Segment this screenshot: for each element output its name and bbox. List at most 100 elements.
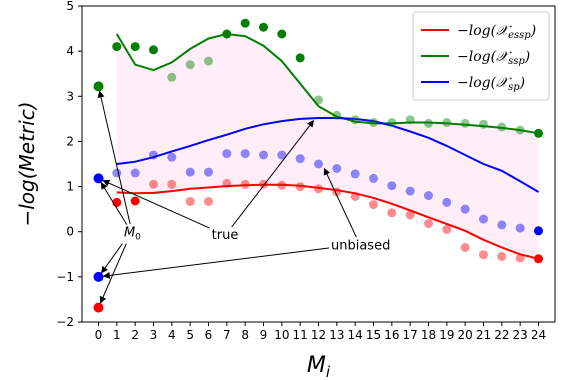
y-tick-label--2: −2 — [56, 315, 74, 329]
series-points-layer — [93, 18, 543, 313]
series-1-point-24 — [534, 128, 543, 138]
x-tick-label-13: 13 — [329, 328, 344, 342]
annotation-2-arrow-1 — [323, 167, 357, 238]
x-tick-label-4: 4 — [168, 328, 176, 342]
series-2-point-5 — [185, 167, 195, 177]
x-tick-label-16: 16 — [384, 328, 399, 342]
series-0-point-8 — [240, 179, 250, 189]
series-2-point-18 — [424, 191, 433, 201]
series-2-point-22 — [497, 220, 507, 230]
series-2-point-21 — [479, 214, 488, 224]
y-tick-label-5: 5 — [66, 0, 74, 13]
series-2-point-2 — [130, 168, 140, 178]
series-0-point-3 — [149, 179, 158, 189]
x-tick-label-24: 24 — [531, 328, 546, 342]
series-0-point-7 — [222, 178, 232, 188]
series-1-point-0 — [93, 81, 104, 92]
x-tick-label-22: 22 — [494, 328, 509, 342]
series-0-point-2 — [130, 196, 140, 206]
series-2-point-7 — [222, 149, 232, 159]
series-1-point-4 — [167, 72, 177, 82]
y-tick-label--1: −1 — [56, 270, 74, 284]
series-2-point-8 — [240, 149, 250, 159]
series-0-point-19 — [442, 225, 452, 234]
x-tick-label-1: 1 — [113, 328, 121, 342]
x-tick-label-17: 17 — [403, 328, 418, 342]
series-0-point-20 — [460, 243, 470, 252]
series-1-point-12 — [314, 95, 323, 105]
series-2-point-23 — [515, 223, 525, 233]
series-2-point-1 — [112, 168, 122, 178]
annotation-0-arrow-1 — [100, 182, 128, 226]
series-line-2 — [116, 117, 540, 193]
series-1-point-3 — [149, 45, 158, 55]
series-0-point-0 — [93, 302, 104, 313]
series-1-point-7 — [222, 29, 232, 39]
series-1-point-11 — [295, 53, 305, 63]
annotation-1-arrow-1 — [230, 119, 315, 229]
series-0-point-11 — [295, 182, 305, 192]
series-0-point-10 — [277, 180, 287, 190]
series-2-point-0 — [93, 173, 104, 184]
annotation-2-bg — [328, 237, 393, 255]
series-0-point-22 — [497, 252, 507, 261]
series-1-point-19 — [442, 118, 452, 127]
series-0-point-14 — [350, 192, 360, 201]
annotation-2-label: unbiased — [331, 238, 390, 253]
series-2-point-16 — [387, 181, 397, 191]
series-0-point-17 — [405, 210, 415, 220]
x-tick-label-11: 11 — [293, 328, 308, 342]
series-2-point-4 — [167, 152, 177, 162]
annotation-1-label: true — [212, 228, 239, 243]
legend-box — [412, 11, 550, 101]
series-0-point-5 — [185, 197, 195, 206]
x-tick-label-23: 23 — [513, 328, 528, 342]
series-1-point-16 — [387, 118, 397, 127]
series-1-point-21 — [479, 119, 488, 129]
series-0-point-4 — [167, 179, 177, 189]
series-1-point-18 — [424, 118, 433, 128]
x-tick-label-8: 8 — [241, 328, 249, 342]
series-lines-layer — [115, 32, 540, 260]
shaded-region — [116, 34, 539, 259]
series-2-point-6 — [204, 167, 213, 177]
x-tick-label-5: 5 — [186, 328, 194, 342]
x-tick-label-7: 7 — [223, 328, 231, 342]
x-axis-title: Mi — [307, 353, 331, 380]
series-0-point-15 — [369, 200, 378, 210]
annotation-0-arrow-2 — [101, 237, 127, 274]
legend-label-2: −log(𝒳sp) — [457, 75, 525, 93]
annotation-1-arrow-0 — [102, 179, 217, 232]
series-2-point-13 — [332, 164, 342, 173]
annotation-0-arrow-0 — [97, 90, 131, 225]
series-1-point-6 — [204, 56, 213, 66]
series-1-point-14 — [350, 115, 360, 125]
series-2-point-20 — [460, 204, 470, 214]
series-2-point-3 — [149, 150, 158, 160]
series-1-point-9 — [259, 22, 268, 32]
series-0-point-12 — [314, 184, 323, 194]
y-tick-label-1: 1 — [66, 180, 74, 194]
y-axis-title: −log(Metric) — [15, 101, 39, 226]
shaded-region-layer — [116, 34, 539, 259]
x-tick-label-9: 9 — [260, 328, 268, 342]
x-tick-label-6: 6 — [205, 328, 213, 342]
annotation-1-bg — [209, 226, 241, 244]
series-0-point-18 — [424, 219, 433, 229]
series-2-point-19 — [442, 197, 452, 207]
y-tick-label-3: 3 — [66, 89, 74, 103]
legend: −log(𝒳essp) −log(𝒳ssp) −log(𝒳sp) — [412, 11, 550, 101]
y-tick-label-0: 0 — [66, 225, 74, 239]
series-1-point-17 — [405, 115, 415, 125]
x-tick-label-14: 14 — [348, 328, 363, 342]
series-2-point-17 — [405, 186, 415, 196]
legend-label-0: −log(𝒳essp) — [457, 23, 536, 41]
y-tick-label-2: 2 — [66, 134, 74, 148]
x-tick-label-10: 10 — [274, 328, 289, 342]
x-tick-label-3: 3 — [150, 328, 158, 342]
series-1-point-10 — [277, 29, 287, 39]
series-0-point-6 — [204, 197, 213, 206]
series-1-point-2 — [130, 42, 140, 52]
